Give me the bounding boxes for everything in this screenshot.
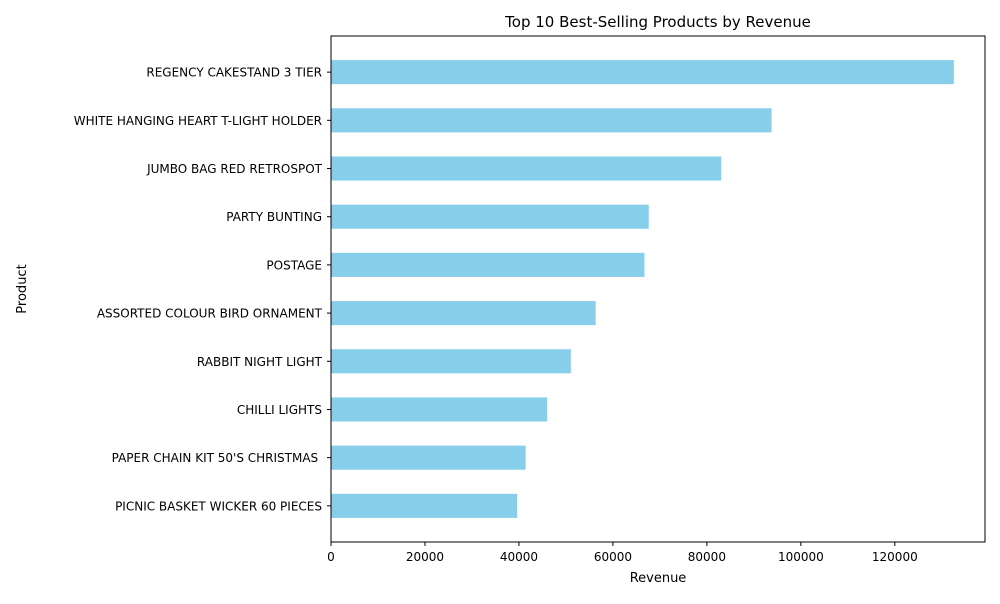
y-axis-label: Product bbox=[15, 264, 30, 313]
bar bbox=[331, 349, 571, 374]
y-tick-label: PARTY BUNTING bbox=[226, 210, 322, 224]
x-tick-label: 120000 bbox=[872, 550, 918, 564]
y-tick-label: PICNIC BASKET WICKER 60 PIECES bbox=[115, 499, 322, 513]
y-tick-label: WHITE HANGING HEART T-LIGHT HOLDER bbox=[74, 114, 322, 128]
y-tick-label: POSTAGE bbox=[266, 258, 322, 272]
bar bbox=[331, 445, 526, 470]
x-tick-label: 40000 bbox=[500, 550, 538, 564]
x-tick-label: 0 bbox=[327, 550, 335, 564]
bar bbox=[331, 301, 596, 326]
bars-layer bbox=[331, 60, 954, 518]
y-tick-label: CHILLI LIGHTS bbox=[237, 403, 322, 417]
bar bbox=[331, 204, 649, 229]
y-tick-label: RABBIT NIGHT LIGHT bbox=[197, 355, 323, 369]
y-axis-ticks: REGENCY CAKESTAND 3 TIER WHITE HANGING HE… bbox=[74, 66, 331, 513]
chart-title: Top 10 Best-Selling Products by Revenue bbox=[504, 13, 811, 31]
x-tick-label: 60000 bbox=[594, 550, 632, 564]
bar bbox=[331, 156, 722, 181]
bar bbox=[331, 108, 772, 133]
bar bbox=[331, 252, 645, 277]
x-tick-label: 80000 bbox=[688, 550, 726, 564]
bar bbox=[331, 397, 548, 422]
bar bbox=[331, 60, 954, 85]
y-tick-label: JUMBO BAG RED RETROSPOT bbox=[146, 162, 323, 176]
x-tick-label: 100000 bbox=[778, 550, 824, 564]
x-axis-ticks: 0 20000 40000 60000 80000 100000 120000 bbox=[327, 542, 918, 564]
x-axis-label: Revenue bbox=[630, 571, 687, 586]
y-tick-label: PAPER CHAIN KIT 50'S CHRISTMAS bbox=[112, 451, 322, 465]
y-tick-label: ASSORTED COLOUR BIRD ORNAMENT bbox=[97, 307, 323, 321]
x-tick-label: 20000 bbox=[406, 550, 444, 564]
bar bbox=[331, 493, 518, 518]
y-tick-label: REGENCY CAKESTAND 3 TIER bbox=[146, 66, 322, 80]
plot-frame bbox=[330, 35, 986, 543]
